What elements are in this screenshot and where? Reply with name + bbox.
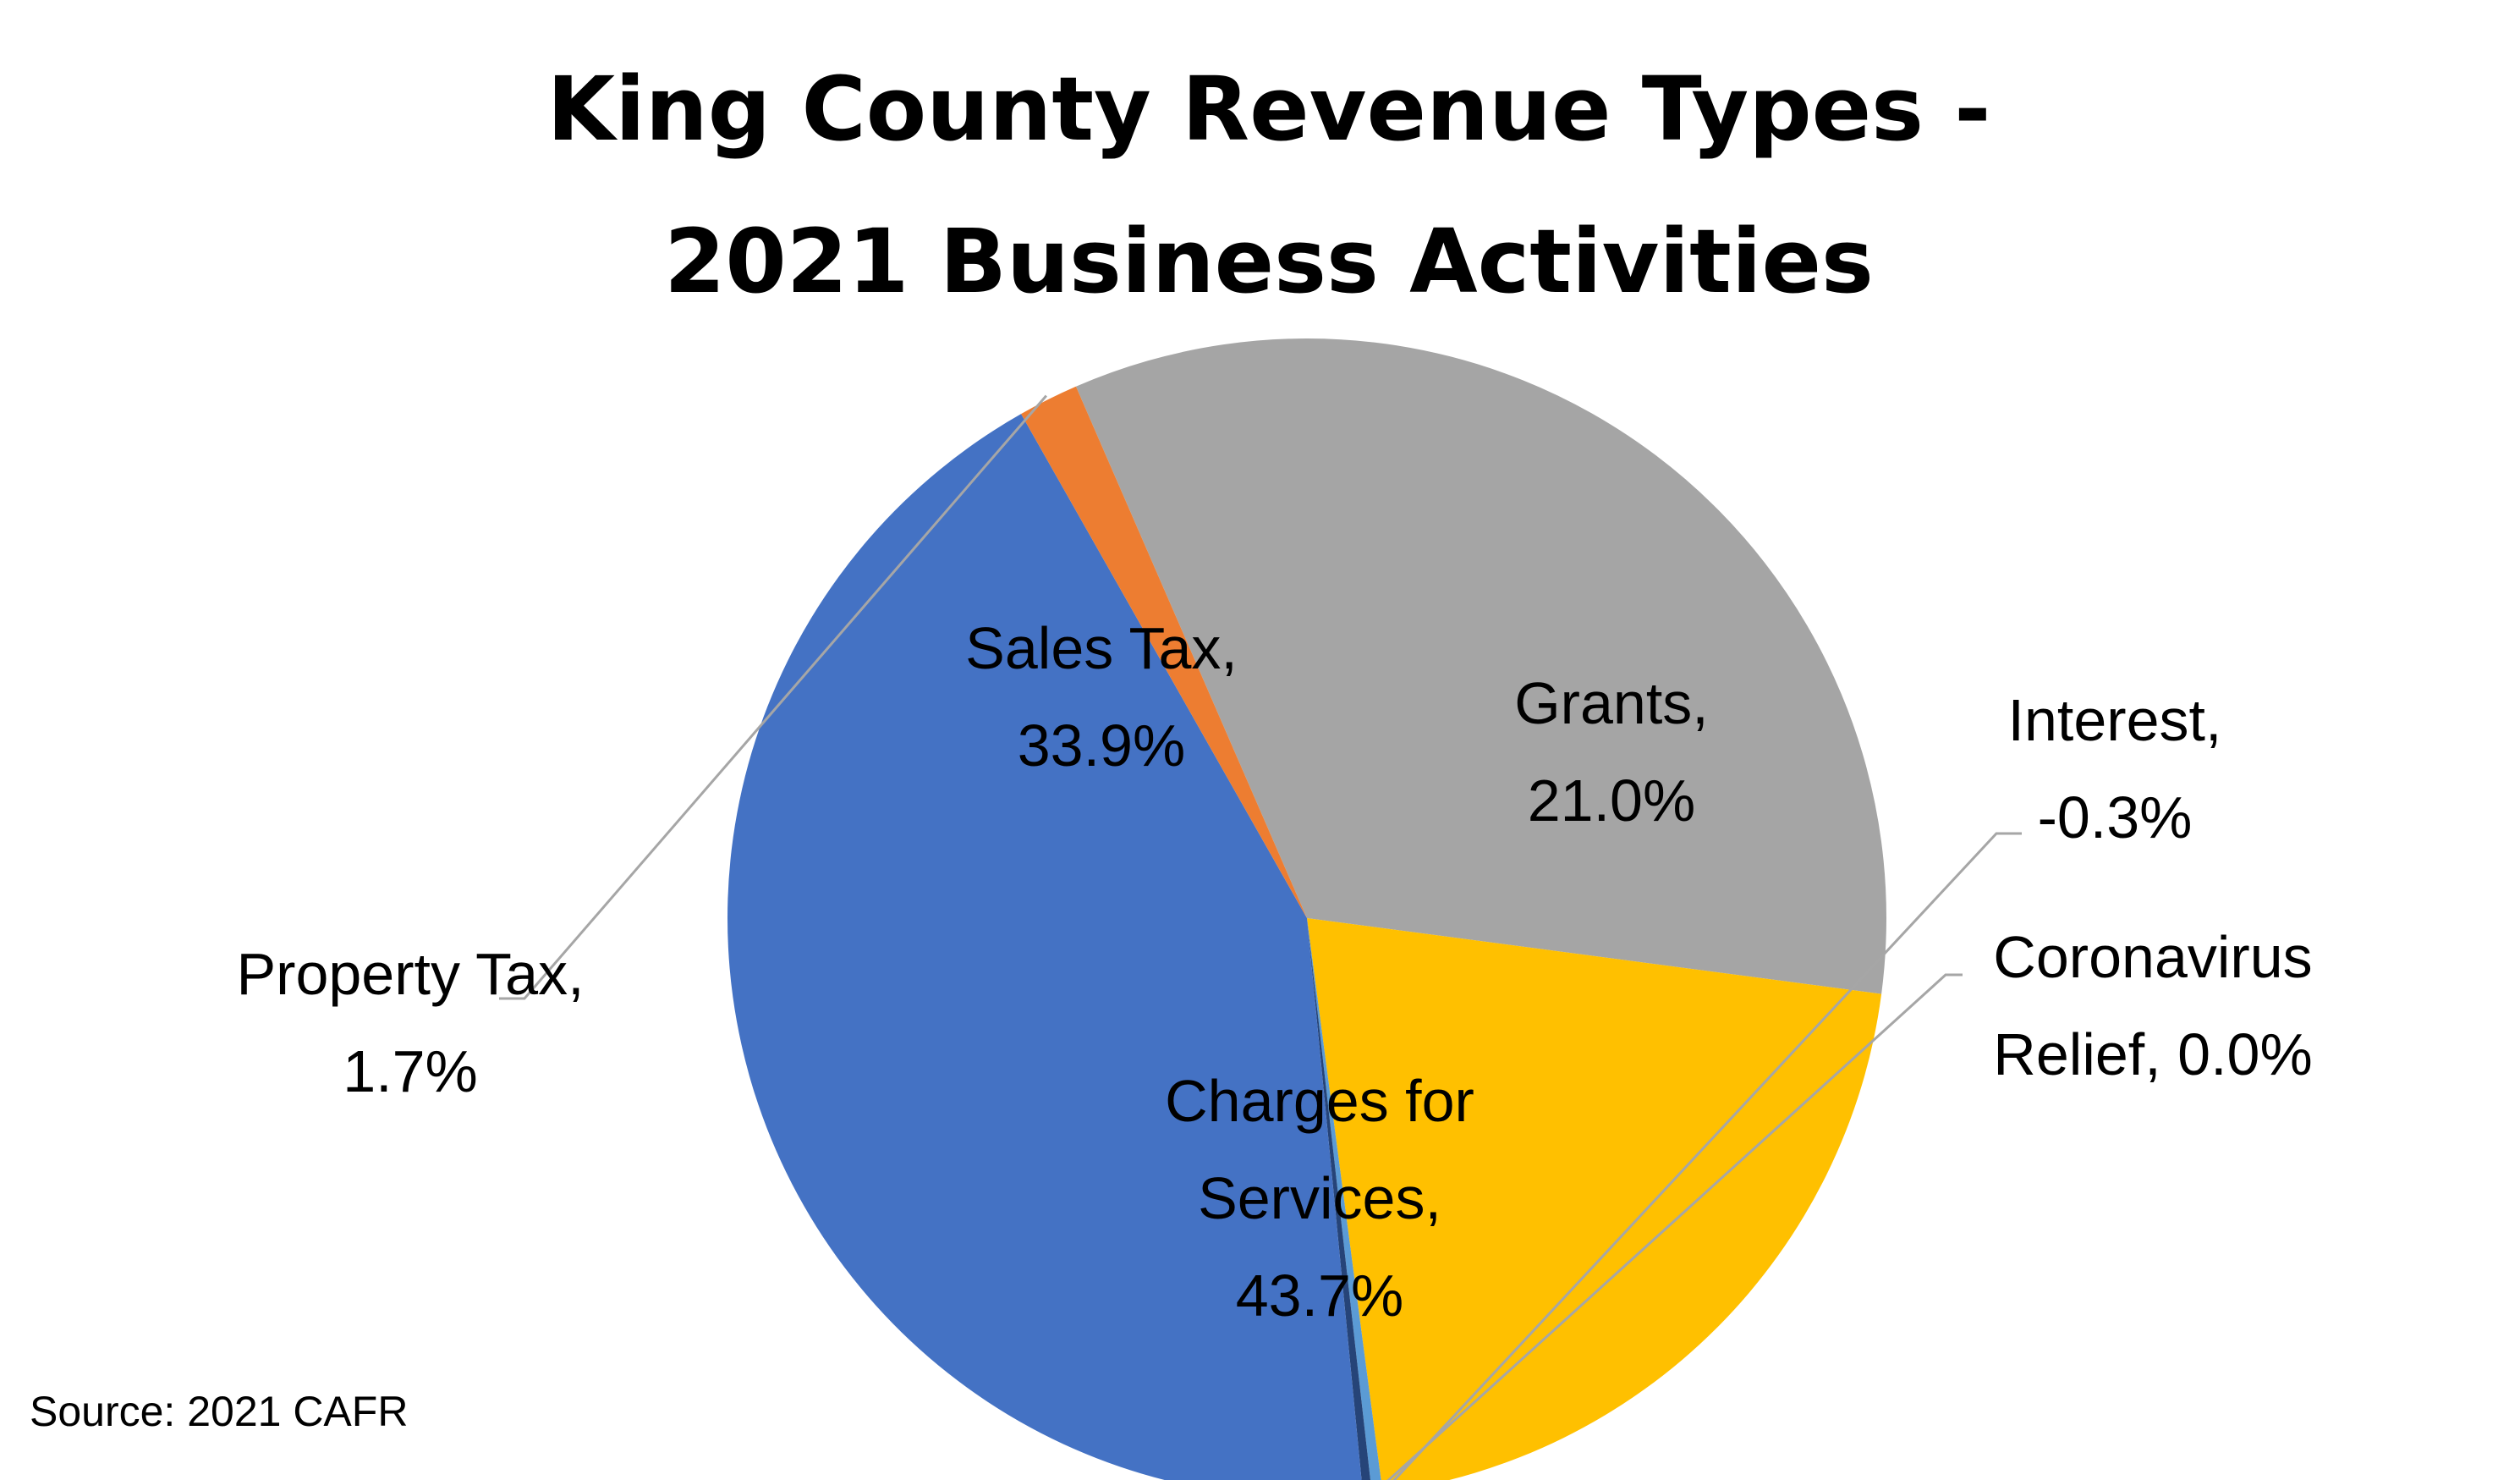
slice-label-line: Grants,	[1514, 670, 1709, 736]
slice-interest	[1307, 918, 1381, 1480]
slice-label-interest: Interest, -0.3%	[2008, 687, 2222, 850]
leader-line-coronavirus-relief	[1386, 973, 1963, 1480]
leader-lines	[499, 394, 2022, 1480]
slice-charges-for-services	[727, 414, 1362, 1480]
slice-label-charges-for-services: Charges for Services, 43.7%	[1165, 1068, 1474, 1329]
slice-label-line: Interest,	[2008, 687, 2222, 753]
source-note: Source: 2021 CAFR	[30, 1388, 408, 1435]
slice-label-line: 33.9%	[1018, 712, 1185, 779]
slice-labels: Sales Tax, 33.9% Grants, 21.0% Interest, -0.3…	[236, 615, 2312, 1329]
slice-property-tax	[1021, 386, 1307, 919]
slice-label-line: Services,	[1198, 1165, 1441, 1231]
slice-label-line: 21.0%	[1528, 768, 1695, 834]
slice-label-line: 1.7%	[343, 1038, 478, 1104]
slice-label-line: 43.7%	[1236, 1263, 1403, 1329]
leader-line-interest	[1392, 832, 2022, 1480]
slice-label-line: -0.3%	[2038, 784, 2193, 850]
slice-label-line: Coronavirus	[1993, 924, 2312, 990]
chart-title-line-2: 2021 Business Activities	[664, 210, 1874, 313]
slice-sales-tax	[1075, 338, 1886, 994]
slice-label-sales-tax: Sales Tax, 33.9%	[965, 615, 1238, 779]
slice-label-grants: Grants, 21.0%	[1514, 670, 1709, 834]
slice-label-line: Relief, 0.0%	[1993, 1021, 2312, 1087]
leader-line-property-tax	[499, 394, 1047, 1000]
chart-title-line-1: King County Revenue Types -	[547, 58, 1991, 161]
pie-slices	[727, 338, 1886, 1480]
slice-label-property-tax: Property Tax, 1.7%	[236, 941, 584, 1104]
slice-label-line: Sales Tax,	[965, 615, 1238, 681]
slice-label-line: Charges for	[1165, 1068, 1474, 1134]
slice-label-line: Property Tax,	[236, 941, 584, 1007]
slice-coronavirus-relief	[1307, 918, 1371, 1480]
slice-grants	[1307, 918, 1882, 1480]
slice-label-coronavirus-relief: Coronavirus Relief, 0.0%	[1993, 924, 2312, 1087]
